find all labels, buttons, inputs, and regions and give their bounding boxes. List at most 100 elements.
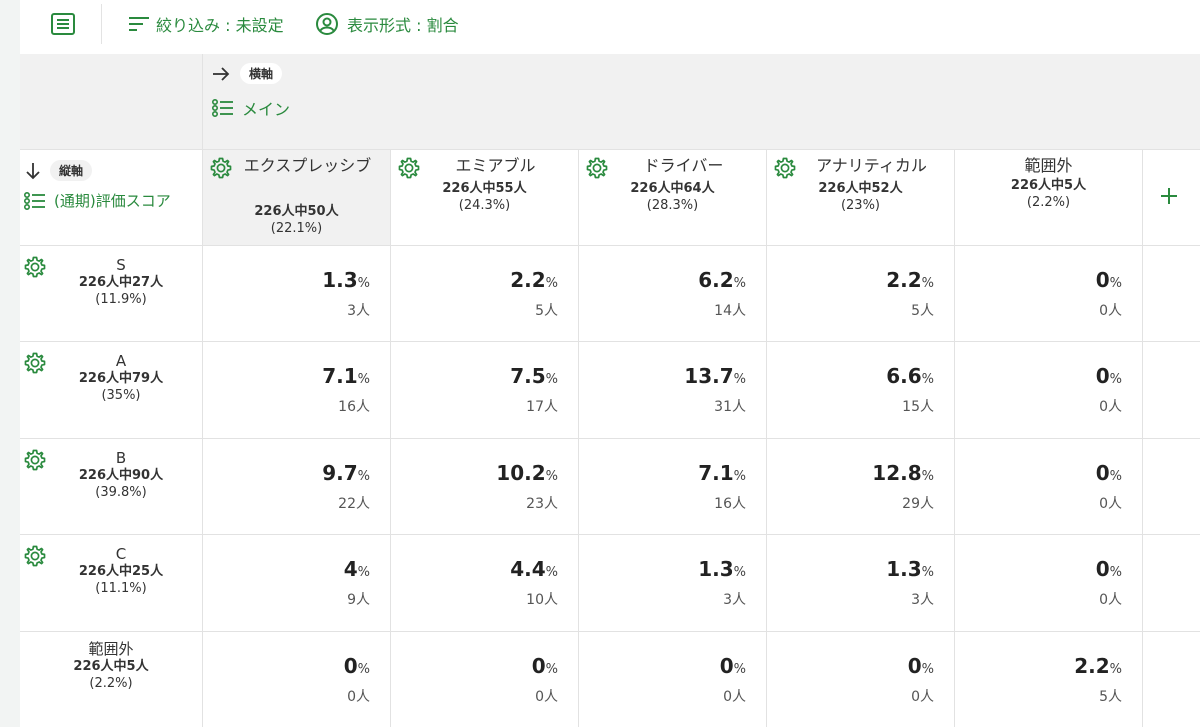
plus-icon[interactable] [1159,186,1179,206]
row-label: A [115,352,127,371]
table-cell[interactable]: 0% 0人 [955,438,1143,536]
cross-table: 横軸 メイン 縦軸 (通期)評価スコア エクスプレッシブ 226人中50人 [20,54,1200,727]
row-tail-cell [1143,342,1200,439]
column-label: アナリティカル [816,156,927,175]
row-percent: (39.8%) [95,484,147,500]
display-mode-label: 表示形式 : 割合 [347,16,459,35]
horizontal-axis-header: 横軸 メイン [203,54,1200,150]
gear-icon[interactable] [209,156,233,180]
gear-icon[interactable] [23,544,47,568]
cell-percent-value: 1.3 [698,557,734,582]
gear-icon[interactable] [23,255,47,279]
table-cell[interactable]: 9.7% 22人 [203,438,391,536]
cell-people-count: 0人 [723,688,746,705]
cell-percent-value: 9.7 [322,460,358,485]
row-tail-cell [1143,632,1200,727]
cell-people-count: 0人 [1099,495,1122,512]
table-cell[interactable]: 12.8% 29人 [767,438,955,536]
left-gutter [0,0,20,727]
column-count: 226人中55人 [442,181,527,196]
display-mode-button[interactable]: 表示形式 : 割合 [315,12,459,36]
table-cell[interactable]: 0% 0人 [767,631,955,727]
gear-icon[interactable] [773,156,797,180]
cell-percent-value: 2.2 [1074,653,1110,678]
cell-percent-unit: % [1109,276,1122,291]
gear-icon[interactable] [23,448,47,472]
table-cell[interactable]: 0% 0人 [955,342,1143,439]
table-cell[interactable]: 7.1% 16人 [579,438,767,536]
cell-people-count: 29人 [902,495,934,512]
table-cell[interactable]: 4.4% 10人 [391,535,579,632]
table-cell[interactable]: 0% 0人 [579,631,767,727]
column-label: エクスプレッシブ [243,156,372,175]
cell-percent-unit: % [733,565,746,581]
table-cell[interactable]: 2.2% 5人 [767,246,955,343]
cell-percent-unit: % [733,468,746,484]
cell-percent-unit: % [357,372,370,388]
cell-people-count: 0人 [347,688,370,705]
cell-people-count: 23人 [526,495,558,512]
table-cell[interactable]: 1.3% 3人 [767,535,955,632]
table-cell[interactable]: 7.1% 16人 [203,342,391,439]
gear-icon[interactable] [23,351,47,375]
cell-percent-unit: % [733,372,746,388]
cell-percent-unit: % [1109,565,1122,581]
cell-people-count: 3人 [723,592,746,609]
cell-people-count: 9人 [347,592,370,609]
cell-percent-value: 10.2 [496,460,546,485]
row-tail-cell [1143,535,1200,632]
table-cell[interactable]: 6.2% 14人 [579,246,767,343]
cell-percent-value: 0 [1095,364,1110,389]
table-cell[interactable]: 1.3% 3人 [203,246,391,343]
table-cell[interactable]: 10.2% 23人 [391,438,579,536]
column-percent: (22.1%) [270,221,323,236]
vertical-axis-selector[interactable]: (通期)評価スコア [24,190,171,211]
horizontal-axis-selector[interactable]: メイン [212,96,290,120]
cell-percent-unit: % [1109,468,1122,484]
table-cell[interactable]: 2.2% 5人 [955,631,1143,727]
column-percent: (24.3%) [458,198,511,213]
table-cell[interactable]: 2.2% 5人 [391,246,579,343]
table-cell[interactable]: 7.5% 17人 [391,342,579,439]
cell-percent-unit: % [357,276,370,291]
cell-percent-unit: % [733,276,746,291]
cell-people-count: 0人 [911,688,934,705]
gear-icon[interactable] [585,156,609,180]
row-percent: (2.2%) [89,675,133,691]
cell-percent-unit: % [545,661,558,677]
column-header-analytical: アナリティカル 226人中52人 (23%) [767,150,955,246]
cell-percent-value: 1.3 [886,557,922,582]
cell-percent-unit: % [733,661,746,677]
table-cell[interactable]: 6.6% 15人 [767,342,955,439]
cell-people-count: 5人 [1099,688,1122,705]
table-cell[interactable]: 0% 0人 [391,631,579,727]
gear-icon[interactable] [397,156,421,180]
table-cell[interactable]: 13.7% 31人 [579,342,767,439]
row-percent: (11.9%) [95,292,147,307]
table-cell[interactable]: 1.3% 3人 [579,535,767,632]
corner-cell [20,54,203,150]
cell-people-count: 3人 [347,303,370,319]
cell-percent-unit: % [357,565,370,581]
row-tail-cell [1143,246,1200,343]
column-header-amiable: エミアブル 226人中55人 (24.3%) [391,150,579,246]
vertical-axis-value: (通期)評価スコア [54,192,171,210]
cell-percent-unit: % [1109,661,1122,677]
cell-people-count: 0人 [535,688,558,705]
column-percent: (28.3%) [646,198,699,213]
document-list-icon[interactable] [48,10,78,40]
cell-percent-unit: % [357,661,370,677]
table-cell[interactable]: 0% 0人 [955,535,1143,632]
filter-label: 絞り込み : 未設定 [156,16,284,35]
cell-percent-value: 4 [343,557,358,582]
cell-people-count: 15人 [902,399,934,416]
arrow-down-icon [26,162,40,180]
cell-people-count: 16人 [338,399,370,416]
cell-percent-value: 7.5 [510,364,546,389]
table-cell[interactable]: 0% 0人 [955,246,1143,343]
filter-button[interactable]: 絞り込み : 未設定 [128,12,284,36]
table-cell[interactable]: 4% 9人 [203,535,391,632]
column-label: エミアブル [455,156,536,175]
cell-percent-value: 13.7 [684,364,734,389]
table-cell[interactable]: 0% 0人 [203,631,391,727]
